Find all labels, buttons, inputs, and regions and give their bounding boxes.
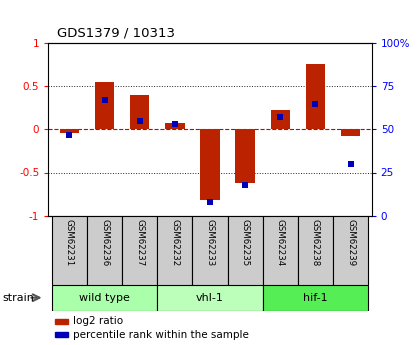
Point xyxy=(136,118,143,124)
Bar xyxy=(165,124,184,129)
Bar xyxy=(341,129,360,136)
Text: hif-1: hif-1 xyxy=(303,293,328,303)
Bar xyxy=(157,285,263,310)
Point xyxy=(347,161,354,167)
Bar xyxy=(55,319,68,324)
Bar xyxy=(200,129,220,200)
Text: GSM62237: GSM62237 xyxy=(135,219,144,266)
Bar xyxy=(157,216,192,285)
Text: GSM62239: GSM62239 xyxy=(346,219,355,266)
Bar xyxy=(236,129,255,183)
Point xyxy=(207,199,213,205)
Text: vhl-1: vhl-1 xyxy=(196,293,224,303)
Point xyxy=(277,115,284,120)
Bar xyxy=(95,82,114,129)
Bar xyxy=(306,64,325,129)
Text: log2 ratio: log2 ratio xyxy=(73,316,123,326)
Bar xyxy=(263,285,368,310)
Text: GSM62232: GSM62232 xyxy=(171,219,179,266)
Point xyxy=(66,132,73,137)
Point xyxy=(312,101,319,106)
Bar xyxy=(122,216,157,285)
Text: GSM62233: GSM62233 xyxy=(205,219,215,266)
Bar xyxy=(130,95,150,129)
Text: strain: strain xyxy=(2,293,34,303)
Bar xyxy=(270,110,290,129)
Bar xyxy=(60,129,79,133)
Bar xyxy=(333,216,368,285)
Bar xyxy=(52,285,157,310)
Text: GSM62234: GSM62234 xyxy=(276,219,285,266)
Text: wild type: wild type xyxy=(79,293,130,303)
Point xyxy=(101,97,108,103)
Bar xyxy=(192,216,228,285)
Point xyxy=(171,121,178,127)
Bar xyxy=(87,216,122,285)
Text: GDS1379 / 10313: GDS1379 / 10313 xyxy=(57,27,175,40)
Bar xyxy=(55,332,68,337)
Bar xyxy=(263,216,298,285)
Bar xyxy=(52,216,87,285)
Text: GSM62238: GSM62238 xyxy=(311,219,320,266)
Text: GSM62231: GSM62231 xyxy=(65,219,74,266)
Bar xyxy=(298,216,333,285)
Text: percentile rank within the sample: percentile rank within the sample xyxy=(73,329,249,339)
Point xyxy=(242,182,249,187)
Text: GSM62235: GSM62235 xyxy=(241,219,249,266)
Bar xyxy=(228,216,263,285)
Text: GSM62236: GSM62236 xyxy=(100,219,109,266)
